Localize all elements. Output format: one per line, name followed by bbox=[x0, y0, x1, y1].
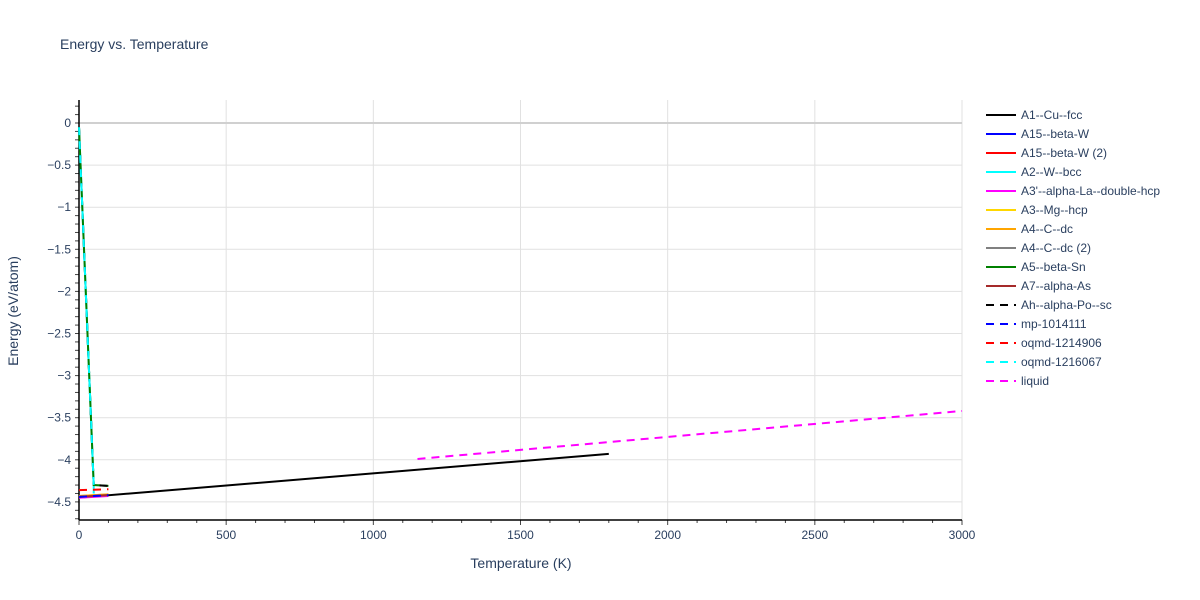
y-tick-label: −1 bbox=[57, 200, 71, 214]
legend-swatch-icon bbox=[986, 151, 1016, 154]
axes: 0 500 1000 1500 2000 2500 3000 0 −0.5 −1 −1.5 −2 −2.… bbox=[47, 100, 976, 542]
series-line bbox=[78, 452, 609, 499]
series-line bbox=[78, 127, 95, 486]
legend-item[interactable]: Ah--alpha-Po--sc bbox=[985, 295, 1160, 314]
legend-item[interactable]: oqmd-1214906 bbox=[985, 333, 1160, 352]
legend-item[interactable]: A7--alpha-As bbox=[985, 276, 1160, 295]
x-tick-label: 0 bbox=[76, 528, 83, 542]
legend-swatch-icon bbox=[986, 322, 1016, 325]
legend-label: mp-1014111 bbox=[1021, 316, 1087, 331]
legend-item[interactable]: A1--Cu--fcc bbox=[985, 105, 1160, 124]
x-tick-label: 1500 bbox=[507, 528, 534, 542]
legend-item[interactable]: mp-1014111 bbox=[985, 314, 1160, 333]
y-tick-label: −4 bbox=[57, 453, 71, 467]
legend-label: Ah--alpha-Po--sc bbox=[1021, 297, 1112, 312]
legend-item[interactable]: A15--beta-W bbox=[985, 124, 1160, 143]
legend-swatch-icon bbox=[986, 360, 1016, 363]
legend-swatch-icon bbox=[986, 284, 1016, 287]
x-tick-label: 500 bbox=[216, 528, 236, 542]
legend-swatch-icon bbox=[986, 303, 1016, 306]
legend-swatch-icon bbox=[986, 265, 1016, 268]
legend-item[interactable]: A3--Mg--hcp bbox=[985, 200, 1160, 219]
legend-label: A2--W--bcc bbox=[1021, 164, 1082, 179]
series-line bbox=[78, 127, 109, 487]
series-line bbox=[78, 127, 109, 487]
series-line bbox=[78, 488, 109, 492]
x-tick-label: 3000 bbox=[949, 528, 976, 542]
y-tick-label: 0 bbox=[64, 116, 71, 130]
legend-item[interactable]: A4--C--dc (2) bbox=[985, 238, 1160, 257]
legend-item[interactable]: A2--W--bcc bbox=[985, 162, 1160, 181]
legend-swatch-icon bbox=[986, 246, 1016, 249]
legend-label: A1--Cu--fcc bbox=[1021, 107, 1083, 122]
series-line bbox=[417, 409, 963, 460]
legend-item[interactable]: oqmd-1216067 bbox=[985, 352, 1160, 371]
y-tick-label: −2 bbox=[57, 284, 71, 298]
y-axis-label: Energy (eV/atom) bbox=[5, 256, 21, 366]
legend-swatch-icon bbox=[986, 379, 1016, 382]
legend-item[interactable]: A4--C--dc bbox=[985, 219, 1160, 238]
x-axis-label: Temperature (K) bbox=[470, 555, 571, 571]
grid-lines bbox=[79, 100, 963, 520]
x-tick-label: 2500 bbox=[801, 528, 828, 542]
legend-item[interactable]: A15--beta-W (2) bbox=[985, 143, 1160, 162]
legend-label: A5--beta-Sn bbox=[1021, 259, 1086, 274]
legend-item[interactable]: A3'--alpha-La--double-hcp bbox=[985, 181, 1160, 200]
legend-swatch-icon bbox=[986, 341, 1016, 344]
x-tick-label: 2000 bbox=[654, 528, 681, 542]
legend-item[interactable]: liquid bbox=[985, 371, 1160, 390]
legend-label: A3'--alpha-La--double-hcp bbox=[1021, 183, 1161, 198]
legend-swatch-icon bbox=[986, 113, 1016, 116]
legend-label: liquid bbox=[1021, 373, 1050, 388]
series-lines bbox=[78, 127, 963, 499]
chart-title: Energy vs. Temperature bbox=[60, 36, 209, 52]
legend-swatch-icon bbox=[986, 189, 1016, 192]
legend-swatch-icon bbox=[986, 132, 1016, 135]
legend-swatch-icon bbox=[986, 170, 1016, 173]
legend: A1--Cu--fcc A15--beta-W A15--beta-W (2) A2-… bbox=[985, 105, 1160, 390]
x-tick-label: 1000 bbox=[360, 528, 387, 542]
series-line bbox=[78, 494, 109, 498]
legend-swatch-icon bbox=[986, 208, 1016, 211]
legend-label: A15--beta-W (2) bbox=[1021, 145, 1108, 160]
y-tick-label: −3.5 bbox=[47, 411, 71, 425]
y-tick-label: −2.5 bbox=[47, 327, 71, 341]
legend-label: A4--C--dc bbox=[1021, 221, 1074, 236]
y-tick-label: −0.5 bbox=[47, 158, 71, 172]
y-tick-label: −4.5 bbox=[47, 495, 71, 509]
legend-item[interactable]: A5--beta-Sn bbox=[985, 257, 1160, 276]
y-tick-label: −3 bbox=[57, 369, 71, 383]
legend-label: A7--alpha-As bbox=[1021, 278, 1092, 293]
y-tick-label: −1.5 bbox=[47, 242, 71, 256]
legend-label: A4--C--dc (2) bbox=[1021, 240, 1092, 255]
legend-label: A15--beta-W bbox=[1021, 126, 1090, 141]
legend-label: A3--Mg--hcp bbox=[1021, 202, 1088, 217]
legend-swatch-icon bbox=[986, 227, 1016, 230]
legend-label: oqmd-1214906 bbox=[1021, 335, 1102, 350]
legend-label: oqmd-1216067 bbox=[1021, 354, 1102, 369]
